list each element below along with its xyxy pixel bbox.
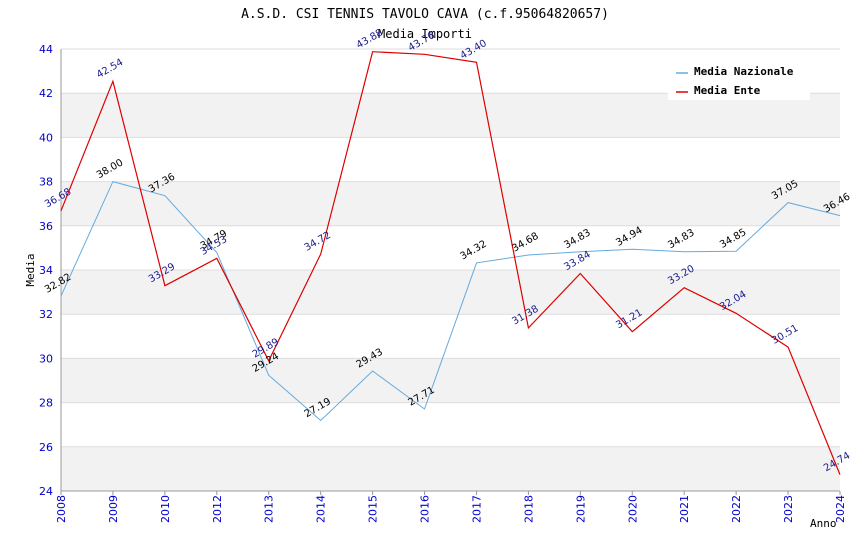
data-label: 34.72	[303, 230, 333, 254]
x-tick-label: 2017	[470, 495, 483, 523]
data-label: 34.83	[562, 227, 592, 251]
y-tick-label: 44	[39, 43, 53, 56]
x-tick-label: 2010	[159, 495, 172, 523]
x-ticks: 2008 2009 2010 2012 2013 2014 2015 2016 2017 2018…	[55, 495, 847, 523]
x-tick-label: 2012	[211, 495, 224, 523]
chart-subtitle: Media Importi	[378, 27, 472, 41]
y-ticks: 24 26 28 30 32 34 36 38 40 42 44	[39, 43, 53, 498]
x-tick-label: 2013	[263, 495, 276, 523]
legend-box	[668, 60, 810, 100]
y-tick-label: 42	[39, 87, 53, 100]
x-tick-label: 2014	[315, 495, 328, 523]
y-tick-label: 40	[39, 131, 53, 144]
y-tick-label: 38	[39, 176, 53, 189]
y-tick-label: 30	[39, 352, 53, 365]
x-tick-label: 2015	[367, 495, 380, 523]
series-lines	[60, 51, 841, 475]
x-tick-label: 2024	[834, 495, 847, 523]
x-tick-label: 2020	[626, 495, 639, 523]
grid-bands	[61, 93, 840, 491]
y-tick-label: 32	[39, 308, 53, 321]
data-label: 42.54	[95, 57, 125, 81]
data-label: 34.94	[614, 225, 644, 249]
y-axis-label: Media	[24, 253, 37, 286]
x-tick-label: 2021	[678, 495, 691, 523]
y-tick-label: 36	[39, 220, 53, 233]
data-label: 30.51	[770, 323, 800, 347]
x-tick-label: 2008	[55, 495, 68, 523]
grid-band	[61, 270, 840, 315]
x-tick-label: 2023	[782, 495, 795, 523]
data-label: 34.83	[666, 227, 696, 251]
x-tick-label: 2019	[574, 495, 587, 523]
data-label: 34.32	[458, 239, 488, 263]
data-label: 34.85	[718, 227, 748, 251]
x-tick-label: 2009	[107, 495, 120, 523]
y-tick-label: 28	[39, 397, 53, 410]
legend: Media Nazionale Media Ente	[668, 60, 810, 100]
data-label: 38.00	[95, 157, 125, 181]
legend-label-media-nazionale: Media Nazionale	[694, 65, 794, 78]
grid-band	[61, 181, 840, 226]
data-label: 34.68	[510, 231, 540, 255]
x-tick-label: 2016	[419, 495, 432, 523]
data-label: 43.88	[355, 27, 385, 51]
x-tick-label: 2018	[522, 495, 535, 523]
y-tick-label: 34	[39, 264, 53, 277]
y-tick-label: 26	[39, 441, 53, 454]
x-axis-label: Anno	[810, 517, 837, 530]
chart-title: A.S.D. CSI TENNIS TAVOLO CAVA (c.f.95064…	[241, 7, 609, 22]
grid-band	[61, 93, 840, 138]
data-label: 43.40	[458, 38, 488, 62]
axes	[60, 49, 841, 495]
series-line-media-ente	[60, 51, 841, 475]
legend-label-media-ente: Media Ente	[694, 84, 761, 97]
grid-band	[61, 446, 840, 491]
series-line-media-nazionale	[60, 181, 841, 422]
grid-band	[61, 358, 840, 403]
y-tick-label: 24	[39, 485, 53, 498]
x-tick-label: 2022	[730, 495, 743, 523]
